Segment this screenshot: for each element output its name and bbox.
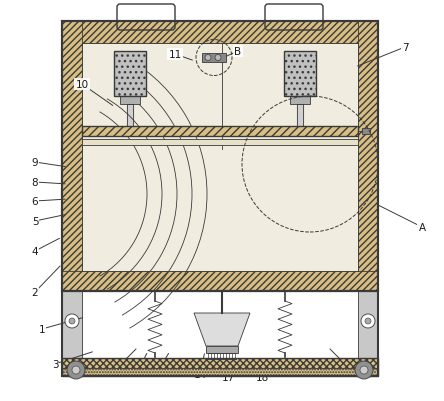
Circle shape: [215, 55, 221, 61]
Polygon shape: [114, 52, 146, 97]
Circle shape: [355, 361, 373, 379]
Circle shape: [205, 55, 211, 61]
Circle shape: [361, 314, 375, 328]
Text: 5: 5: [32, 217, 38, 227]
Circle shape: [72, 366, 80, 374]
Circle shape: [360, 366, 368, 374]
Polygon shape: [290, 97, 310, 105]
Text: 9: 9: [32, 158, 38, 168]
Polygon shape: [284, 52, 316, 97]
Polygon shape: [202, 54, 226, 63]
Polygon shape: [120, 97, 140, 105]
Text: 14: 14: [194, 369, 206, 379]
Polygon shape: [297, 105, 303, 127]
Text: B: B: [234, 47, 242, 57]
Text: 4: 4: [32, 246, 38, 256]
Polygon shape: [82, 127, 358, 137]
Text: 18: 18: [255, 372, 269, 382]
Polygon shape: [358, 291, 378, 358]
Circle shape: [365, 318, 371, 324]
Text: 13: 13: [151, 366, 165, 376]
Text: 16: 16: [341, 362, 355, 372]
Polygon shape: [358, 22, 378, 291]
Text: 7: 7: [402, 43, 408, 53]
Text: 11: 11: [168, 50, 182, 60]
Polygon shape: [62, 22, 82, 291]
Polygon shape: [194, 313, 250, 346]
Text: 15: 15: [131, 366, 145, 376]
Polygon shape: [362, 129, 370, 135]
Text: 8: 8: [32, 178, 38, 188]
Text: 3: 3: [52, 359, 58, 369]
Polygon shape: [62, 291, 82, 358]
Polygon shape: [82, 140, 358, 146]
Polygon shape: [62, 271, 378, 291]
Text: 2: 2: [32, 287, 38, 297]
Polygon shape: [206, 346, 238, 353]
Text: 1: 1: [39, 324, 45, 334]
Circle shape: [65, 314, 79, 328]
Text: 10: 10: [75, 80, 88, 90]
Polygon shape: [127, 105, 133, 127]
Text: A: A: [418, 223, 425, 233]
Polygon shape: [62, 22, 378, 44]
Polygon shape: [82, 44, 358, 271]
Circle shape: [69, 318, 75, 324]
Text: 6: 6: [32, 196, 38, 207]
Text: 12: 12: [111, 362, 125, 372]
Polygon shape: [62, 358, 378, 368]
Circle shape: [67, 361, 85, 379]
Polygon shape: [62, 368, 378, 376]
Text: 17: 17: [222, 372, 234, 382]
